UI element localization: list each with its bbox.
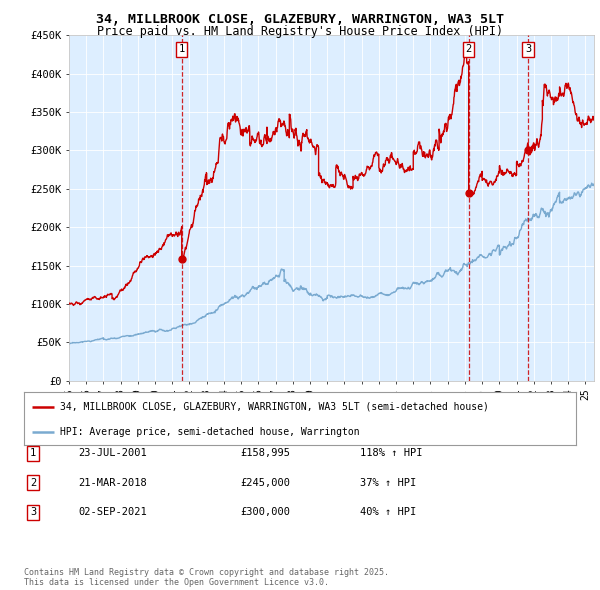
Text: 21-MAR-2018: 21-MAR-2018: [78, 478, 147, 487]
Text: 40% ↑ HPI: 40% ↑ HPI: [360, 507, 416, 517]
Text: HPI: Average price, semi-detached house, Warrington: HPI: Average price, semi-detached house,…: [60, 427, 359, 437]
Text: 3: 3: [525, 44, 531, 54]
Text: 34, MILLBROOK CLOSE, GLAZEBURY, WARRINGTON, WA3 5LT (semi-detached house): 34, MILLBROOK CLOSE, GLAZEBURY, WARRINGT…: [60, 402, 489, 412]
Text: Contains HM Land Registry data © Crown copyright and database right 2025.
This d: Contains HM Land Registry data © Crown c…: [24, 568, 389, 587]
Text: £158,995: £158,995: [240, 448, 290, 458]
Text: £245,000: £245,000: [240, 478, 290, 487]
Text: 1: 1: [30, 448, 36, 458]
Text: 2: 2: [30, 478, 36, 487]
Text: 23-JUL-2001: 23-JUL-2001: [78, 448, 147, 458]
Text: 02-SEP-2021: 02-SEP-2021: [78, 507, 147, 517]
Text: 2: 2: [466, 44, 472, 54]
Text: 34, MILLBROOK CLOSE, GLAZEBURY, WARRINGTON, WA3 5LT: 34, MILLBROOK CLOSE, GLAZEBURY, WARRINGT…: [96, 13, 504, 26]
Text: 1: 1: [179, 44, 185, 54]
Text: 37% ↑ HPI: 37% ↑ HPI: [360, 478, 416, 487]
Text: Price paid vs. HM Land Registry's House Price Index (HPI): Price paid vs. HM Land Registry's House …: [97, 25, 503, 38]
Text: 3: 3: [30, 507, 36, 517]
Text: £300,000: £300,000: [240, 507, 290, 517]
Text: 118% ↑ HPI: 118% ↑ HPI: [360, 448, 422, 458]
